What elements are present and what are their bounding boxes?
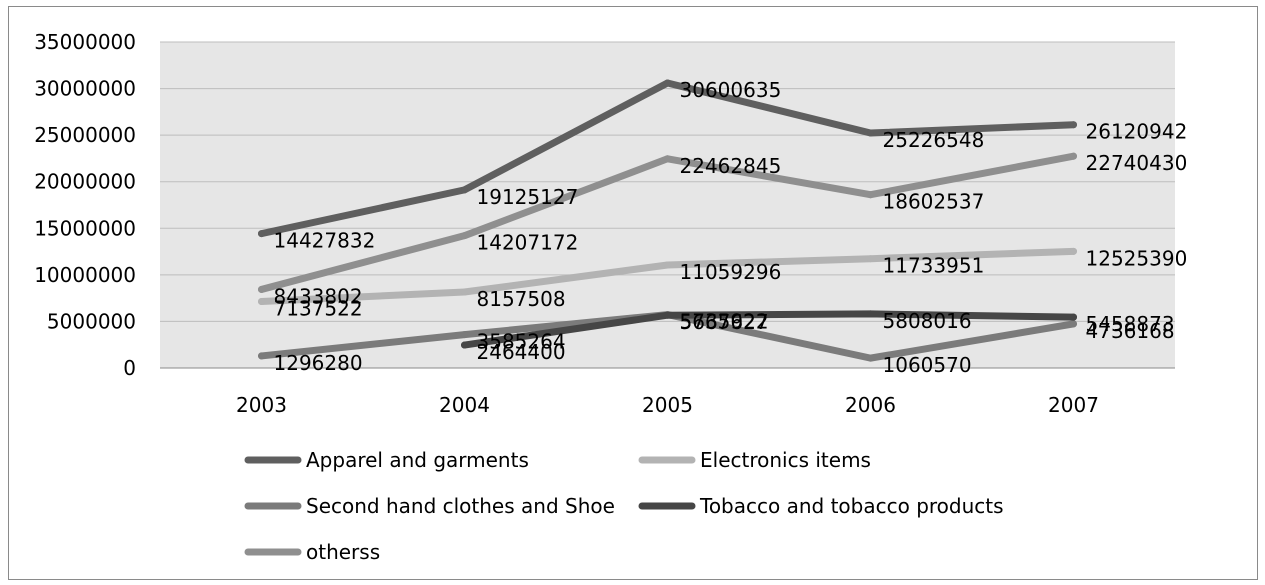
data-point: [1070, 313, 1077, 321]
data-label: 5808016: [883, 309, 972, 333]
data-point: [461, 331, 468, 339]
x-tick-label: 2004: [439, 393, 490, 417]
data-point: [867, 191, 874, 199]
y-tick-label: 5000000: [47, 309, 136, 333]
y-tick-label: 10000000: [34, 263, 136, 287]
legend: Apparel and garments Electronics items Sec…: [244, 448, 1004, 564]
data-point: [867, 354, 874, 362]
data-label: 5458873: [1086, 312, 1175, 336]
data-point: [461, 186, 468, 194]
data-label: 2464400: [477, 340, 566, 364]
x-tick-label: 2006: [845, 393, 896, 417]
data-label: 25226548: [883, 128, 985, 152]
legend-label: Tobacco and tobacco products: [699, 494, 1004, 518]
data-point: [1070, 121, 1077, 129]
legend-label: Apparel and garments: [306, 448, 529, 472]
data-label: 3585264: [477, 330, 566, 354]
data-point: [1070, 320, 1077, 328]
data-label: 1060570: [883, 353, 972, 377]
data-point: [664, 155, 671, 163]
data-point: [664, 79, 671, 87]
data-label: 26120942: [1086, 120, 1188, 144]
data-label: 30600635: [680, 78, 782, 102]
legend-label: Electronics items: [700, 448, 871, 472]
data-label: 22462845: [680, 154, 782, 178]
data-label: 12525390: [1086, 246, 1188, 270]
data-label: 22740430: [1086, 151, 1188, 175]
data-label: 1296280: [274, 351, 363, 375]
data-point: [1070, 247, 1077, 255]
data-point: [258, 285, 265, 293]
y-tick-label: 25000000: [34, 123, 136, 147]
data-point: [664, 261, 671, 269]
data-label: 8157508: [477, 287, 566, 311]
y-tick-label: 20000000: [34, 170, 136, 194]
y-tick-label: 15000000: [34, 216, 136, 240]
data-point: [867, 129, 874, 137]
data-point: [461, 341, 468, 349]
data-point: [258, 230, 265, 238]
data-point: [664, 311, 671, 319]
data-point: [258, 352, 265, 360]
data-label: 19125127: [477, 185, 579, 209]
data-label: 5735922: [680, 310, 769, 334]
y-tick-label: 30000000: [34, 77, 136, 101]
data-label: 14427832: [274, 229, 376, 253]
legend-label: Second hand clothes and Shoe: [306, 494, 615, 518]
x-tick-label: 2003: [236, 393, 287, 417]
y-tick-label: 35000000: [34, 30, 136, 54]
data-label: 18602537: [883, 190, 985, 214]
data-point: [461, 288, 468, 296]
data-label: 4736168: [1086, 319, 1175, 343]
data-point: [1070, 152, 1077, 160]
data-point: [258, 298, 265, 306]
x-axis-ticks: 2003 2004 2005 2006 2007: [236, 393, 1099, 417]
data-label: 11059296: [680, 260, 782, 284]
x-tick-label: 2007: [1048, 393, 1099, 417]
data-label: 5667627: [680, 310, 769, 334]
data-label: 8433802: [274, 284, 363, 308]
data-labels: 14427832 19125127 30600635 25226548 26120942…: [274, 78, 1188, 377]
data-point: [461, 232, 468, 240]
series-lines: [258, 79, 1077, 362]
x-tick-label: 2005: [642, 393, 693, 417]
series-line: [461, 310, 1077, 349]
y-tick-label: 0: [123, 356, 136, 380]
data-point: [867, 310, 874, 318]
data-label: 7137522: [274, 297, 363, 321]
y-axis-ticks: 0 5000000 10000000 15000000 20000000 25000000…: [34, 30, 136, 380]
data-point: [867, 255, 874, 263]
data-label: 11733951: [883, 254, 985, 278]
gridlines: [160, 41, 1175, 369]
legend-label: otherss: [306, 540, 380, 564]
data-label: 14207172: [477, 231, 579, 255]
